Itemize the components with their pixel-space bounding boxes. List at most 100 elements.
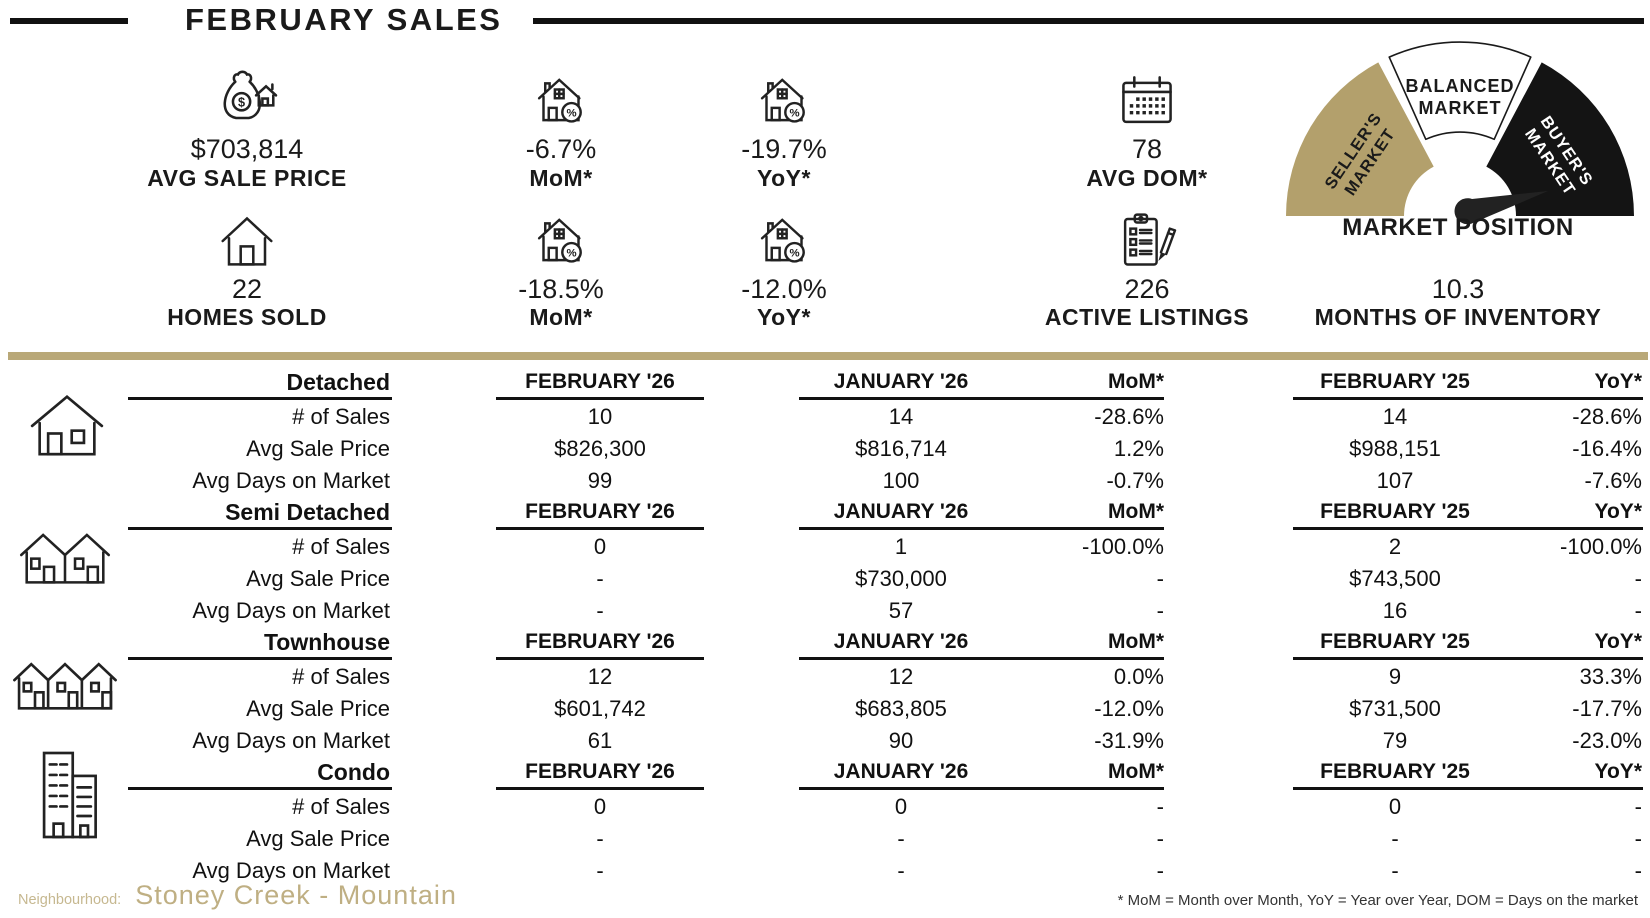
column-header: FEBRUARY '26 bbox=[525, 760, 675, 783]
header-rule bbox=[128, 397, 392, 400]
table-cell: 1 bbox=[894, 534, 908, 559]
table-cell: $683,805 bbox=[855, 696, 947, 721]
row-label: # of Sales bbox=[292, 404, 390, 429]
column-header: JANUARY '26 bbox=[833, 760, 969, 783]
table-cell: - bbox=[897, 826, 905, 851]
column-header: FEBRUARY '25 bbox=[1320, 500, 1470, 523]
table-cell: 14 bbox=[888, 404, 914, 429]
mom-price-label: MoM* bbox=[529, 165, 593, 191]
header-rule bbox=[128, 787, 392, 790]
column-header: YoY* bbox=[1594, 500, 1642, 523]
table-cell: - bbox=[1634, 566, 1642, 591]
avg-sale-price-value: $703,814 bbox=[190, 134, 304, 164]
clipboard-pencil-icon bbox=[967, 210, 1327, 268]
table-section-detached: Detached FEBRUARY '26 JANUARY '26 MoM* F… bbox=[0, 368, 1650, 498]
table-cell: 90 bbox=[888, 728, 914, 753]
table-cell: - bbox=[897, 858, 905, 883]
table-cell: - bbox=[1634, 858, 1642, 883]
table-cell: $988,151 bbox=[1349, 436, 1441, 461]
table-cell: $731,500 bbox=[1349, 696, 1441, 721]
house-percent-icon: % bbox=[411, 210, 711, 268]
table-cell: -7.6% bbox=[1584, 468, 1642, 493]
header-rule bbox=[128, 657, 392, 660]
months-of-inventory-value: 10.3 bbox=[1431, 274, 1485, 304]
table-cell: 10 bbox=[587, 404, 613, 429]
table-cell: - bbox=[596, 566, 604, 591]
homes-sold-value: 22 bbox=[231, 274, 263, 304]
row-label: # of Sales bbox=[292, 794, 390, 819]
table-cell: 9 bbox=[1388, 664, 1402, 689]
column-header: JANUARY '26 bbox=[833, 630, 969, 653]
table-cell: 1.2% bbox=[1113, 436, 1164, 461]
header-rule bbox=[496, 397, 704, 400]
table-cell: $816,714 bbox=[855, 436, 947, 461]
neighbourhood-name: Stoney Creek - Mountain bbox=[135, 880, 457, 910]
footnote: * MoM = Month over Month, YoY = Year ove… bbox=[1117, 892, 1638, 909]
neighbourhood-label: Neighbourhood: bbox=[18, 892, 122, 908]
column-header: MoM* bbox=[1108, 760, 1164, 783]
gauge-sellers-segment bbox=[1286, 62, 1434, 217]
header-rule bbox=[496, 787, 704, 790]
percent-glyph: % bbox=[566, 108, 576, 120]
table-cell: $743,500 bbox=[1349, 566, 1441, 591]
mom-sales-value: -18.5% bbox=[518, 274, 604, 304]
semi-detached-icon bbox=[19, 533, 111, 584]
row-label: Avg Sale Price bbox=[246, 436, 390, 461]
table-cell: -28.6% bbox=[1094, 404, 1164, 429]
svg-text:BALANCED: BALANCED bbox=[1406, 76, 1515, 96]
section-name: Detached bbox=[286, 369, 390, 395]
market-position-gauge: SELLER'S MARKET BALANCED MARKET BUYER'S … bbox=[1286, 41, 1634, 224]
column-header: FEBRUARY '25 bbox=[1320, 760, 1470, 783]
table-cell: 12 bbox=[888, 664, 914, 689]
avg-dom-value: 78 bbox=[1131, 134, 1163, 164]
mom-price-value: -6.7% bbox=[525, 134, 597, 164]
table-cell: 57 bbox=[888, 598, 914, 623]
row-label: # of Sales bbox=[292, 664, 390, 689]
row-label: Avg Days on Market bbox=[192, 858, 390, 883]
table-cell: -12.0% bbox=[1094, 696, 1164, 721]
table-cell: - bbox=[1634, 794, 1642, 819]
header-rule bbox=[799, 657, 1164, 660]
table-cell: - bbox=[1634, 598, 1642, 623]
table-cell: 0.0% bbox=[1113, 664, 1164, 689]
table-cell: 2 bbox=[1388, 534, 1402, 559]
header-rule bbox=[1293, 527, 1643, 530]
money-bag-house-icon: $ bbox=[87, 70, 407, 128]
percent-glyph: % bbox=[789, 108, 799, 120]
table-cell: 14 bbox=[1382, 404, 1408, 429]
column-header: YoY* bbox=[1594, 370, 1642, 393]
table-cell: 79 bbox=[1382, 728, 1408, 753]
table-cell: - bbox=[1391, 858, 1399, 883]
market-position-title: MARKET POSITION bbox=[1342, 214, 1574, 241]
column-header: MoM* bbox=[1108, 370, 1164, 393]
table-cell: $601,742 bbox=[554, 696, 646, 721]
section-divider bbox=[8, 352, 1648, 360]
table-cell: 33.3% bbox=[1579, 664, 1642, 689]
row-label: Avg Days on Market bbox=[192, 728, 390, 753]
months-of-inventory-label: MONTHS OF INVENTORY bbox=[1314, 304, 1602, 330]
title-right-rule bbox=[533, 18, 1644, 24]
yoy-sales-label: YoY* bbox=[757, 304, 811, 330]
dollar-glyph: $ bbox=[238, 96, 245, 110]
table-cell: -31.9% bbox=[1094, 728, 1164, 753]
house-percent-icon: % bbox=[411, 70, 711, 128]
table-cell: - bbox=[596, 826, 604, 851]
table-cell: 100 bbox=[882, 468, 920, 493]
house-percent-icon: % bbox=[634, 70, 934, 128]
table-cell: - bbox=[1156, 826, 1164, 851]
townhouse-icon bbox=[13, 662, 117, 710]
section-name: Semi Detached bbox=[225, 499, 390, 525]
table-cell: -0.7% bbox=[1106, 468, 1164, 493]
column-header: JANUARY '26 bbox=[833, 500, 969, 523]
table-cell: -100.0% bbox=[1082, 534, 1164, 559]
table-cell: 61 bbox=[587, 728, 613, 753]
column-header: YoY* bbox=[1594, 630, 1642, 653]
gauge-buyers-segment bbox=[1486, 62, 1634, 217]
row-label: Avg Sale Price bbox=[246, 696, 390, 721]
table-cell: 0 bbox=[894, 794, 908, 819]
table-section-condo: Condo FEBRUARY '26 JANUARY '26 MoM* FEBR… bbox=[0, 751, 1650, 888]
header-rule bbox=[1293, 397, 1643, 400]
table-cell: - bbox=[1156, 858, 1164, 883]
column-header: MoM* bbox=[1108, 500, 1164, 523]
